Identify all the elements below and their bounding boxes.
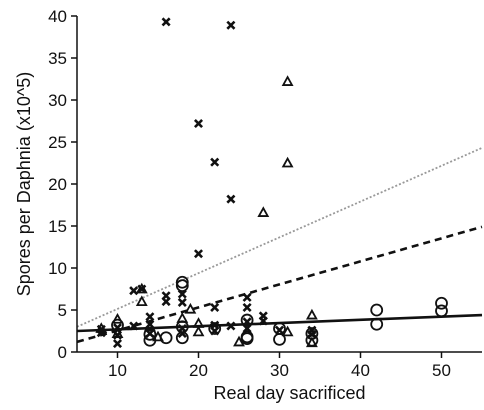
axes: 10 20 30 40 50 0 5 10 15 20 25 30 35 40 xyxy=(48,7,482,380)
y-tick-label: 35 xyxy=(48,49,67,68)
circle-marker xyxy=(175,275,189,289)
cross-marker xyxy=(137,284,147,294)
y-tick-label: 40 xyxy=(48,7,67,26)
triangle-marker xyxy=(281,75,294,86)
circle-marker xyxy=(111,318,124,332)
circle-marker xyxy=(240,332,254,345)
x-tick-label: 10 xyxy=(108,361,127,380)
cross-marker xyxy=(258,316,268,326)
cross-marker xyxy=(226,20,236,30)
triangle-marker xyxy=(281,156,294,168)
x-axis-title: Real day sacrificed xyxy=(213,383,365,403)
triangle-marker xyxy=(95,322,108,333)
circle-marker xyxy=(435,296,448,310)
x-tick-label: 40 xyxy=(351,361,370,380)
cross-marker xyxy=(177,297,187,307)
cross-marker xyxy=(210,157,220,167)
cross-marker xyxy=(226,194,236,204)
cross-marker xyxy=(193,119,204,129)
circle-marker xyxy=(143,333,157,347)
cross-marker xyxy=(242,302,252,312)
y-tick-label: 30 xyxy=(48,91,67,110)
triangle-marker xyxy=(184,302,197,314)
triangle-marker xyxy=(257,206,270,217)
triangle-marker xyxy=(111,312,124,324)
cross-marker xyxy=(177,289,187,299)
cross-marker xyxy=(226,321,236,331)
circle-marker xyxy=(273,332,286,346)
circle-marker xyxy=(370,317,384,331)
x-axis-ticks: 10 20 30 40 50 xyxy=(108,352,451,380)
y-tick-label: 0 xyxy=(58,343,67,362)
trend-lines xyxy=(76,147,483,344)
circle-marker xyxy=(175,279,189,293)
cross-marker xyxy=(193,249,204,259)
circle-marker xyxy=(175,331,189,345)
circle-marker xyxy=(435,304,448,318)
cross-marker xyxy=(129,321,139,331)
cross-marker xyxy=(242,323,252,333)
cross-marker xyxy=(161,291,171,301)
cross-marker xyxy=(145,312,155,322)
triangle-marker xyxy=(143,320,156,332)
cross-marker xyxy=(210,302,220,312)
triangle-marker xyxy=(192,325,205,337)
circle-marker xyxy=(208,322,222,335)
triangle-marker xyxy=(111,327,124,338)
y-tick-label: 10 xyxy=(48,259,67,278)
circle-marker xyxy=(240,313,254,327)
y-tick-label: 5 xyxy=(58,301,67,320)
x-tick-label: 30 xyxy=(270,361,289,380)
cross-marker xyxy=(242,292,252,302)
triangle-marker xyxy=(135,295,148,307)
y-tick-label: 20 xyxy=(48,175,67,194)
trend-line-dotted xyxy=(76,147,483,328)
triangle-marker xyxy=(281,325,294,337)
circle-marker xyxy=(370,303,384,317)
triangle-marker xyxy=(305,308,318,320)
y-axis-title: Spores per Daphnia (x10^5) xyxy=(14,72,34,297)
circle-marker xyxy=(305,327,319,340)
plot-area xyxy=(76,17,483,349)
triangle-marker xyxy=(135,282,148,294)
circle-marker xyxy=(143,327,157,341)
y-axis-ticks: 0 5 10 15 20 25 30 35 40 xyxy=(48,7,77,362)
x-tick-label: 50 xyxy=(432,361,451,380)
y-tick-label: 25 xyxy=(48,133,67,152)
x-tick-label: 20 xyxy=(189,361,208,380)
cross-marker xyxy=(112,339,123,349)
circle-marker xyxy=(159,331,173,345)
trend-line-dashed xyxy=(76,225,483,344)
cross-marker xyxy=(161,17,171,27)
triangle-marker xyxy=(233,335,245,347)
data-markers xyxy=(95,17,448,349)
y-tick-label: 15 xyxy=(48,217,67,236)
circle-marker xyxy=(305,333,319,347)
